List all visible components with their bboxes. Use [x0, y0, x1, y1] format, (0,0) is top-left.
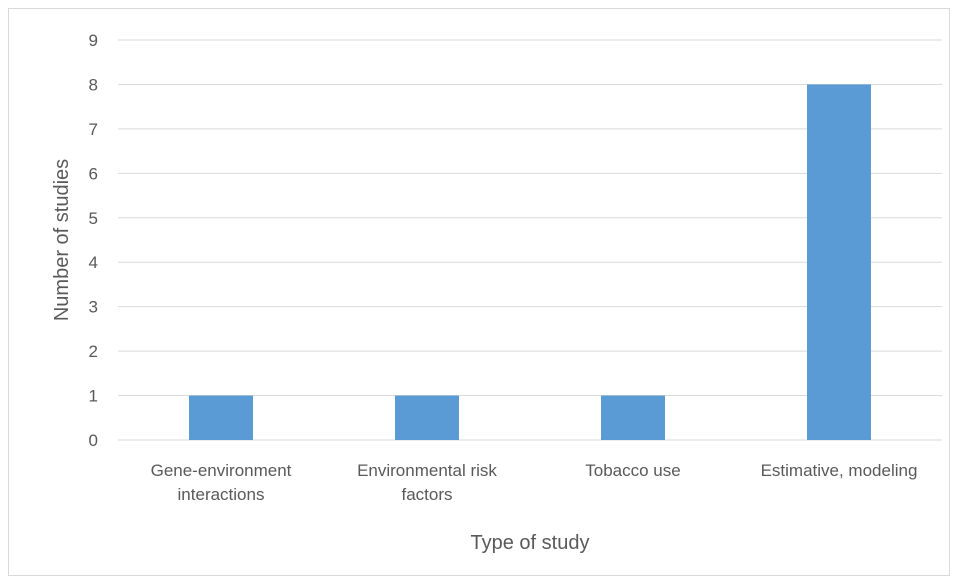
gridlines [118, 39, 942, 441]
y-tick-label: 4 [89, 253, 98, 272]
y-axis-ticks: 0 1 2 3 4 5 6 7 8 9 [89, 31, 98, 450]
y-tick-label: 5 [89, 209, 98, 228]
x-tick-label-line: Gene-environment [151, 461, 292, 480]
y-tick-label: 3 [89, 298, 98, 317]
y-tick-label: 7 [89, 120, 98, 139]
y-tick-label: 2 [89, 342, 98, 361]
x-tick-label: Estimative, modeling [761, 461, 918, 480]
x-tick-label-line: Tobacco use [585, 461, 680, 480]
x-tick-label: Environmental risk factors [357, 461, 497, 504]
bar [601, 395, 665, 440]
x-tick-label-line: factors [401, 485, 452, 504]
y-axis-title: Number of studies [51, 159, 73, 321]
y-tick-label: 9 [89, 31, 98, 50]
x-tick-label-line: Environmental risk [357, 461, 497, 480]
bars [189, 84, 871, 440]
y-tick-label: 1 [89, 387, 98, 406]
x-tick-label-line: interactions [178, 485, 265, 504]
x-tick-label-line: Estimative, modeling [761, 461, 918, 480]
y-tick-label: 6 [89, 164, 98, 183]
bar [395, 395, 459, 440]
bar [807, 84, 871, 440]
y-tick-label: 8 [89, 75, 98, 94]
x-axis-title: Type of study [471, 532, 590, 554]
bar [189, 395, 253, 440]
chart-frame [8, 8, 950, 576]
x-tick-label: Tobacco use [585, 461, 680, 480]
y-tick-label: 0 [89, 431, 98, 450]
x-tick-label: Gene-environment interactions [151, 461, 292, 504]
x-axis-ticks: Gene-environment interactions Environmenta… [151, 461, 918, 504]
